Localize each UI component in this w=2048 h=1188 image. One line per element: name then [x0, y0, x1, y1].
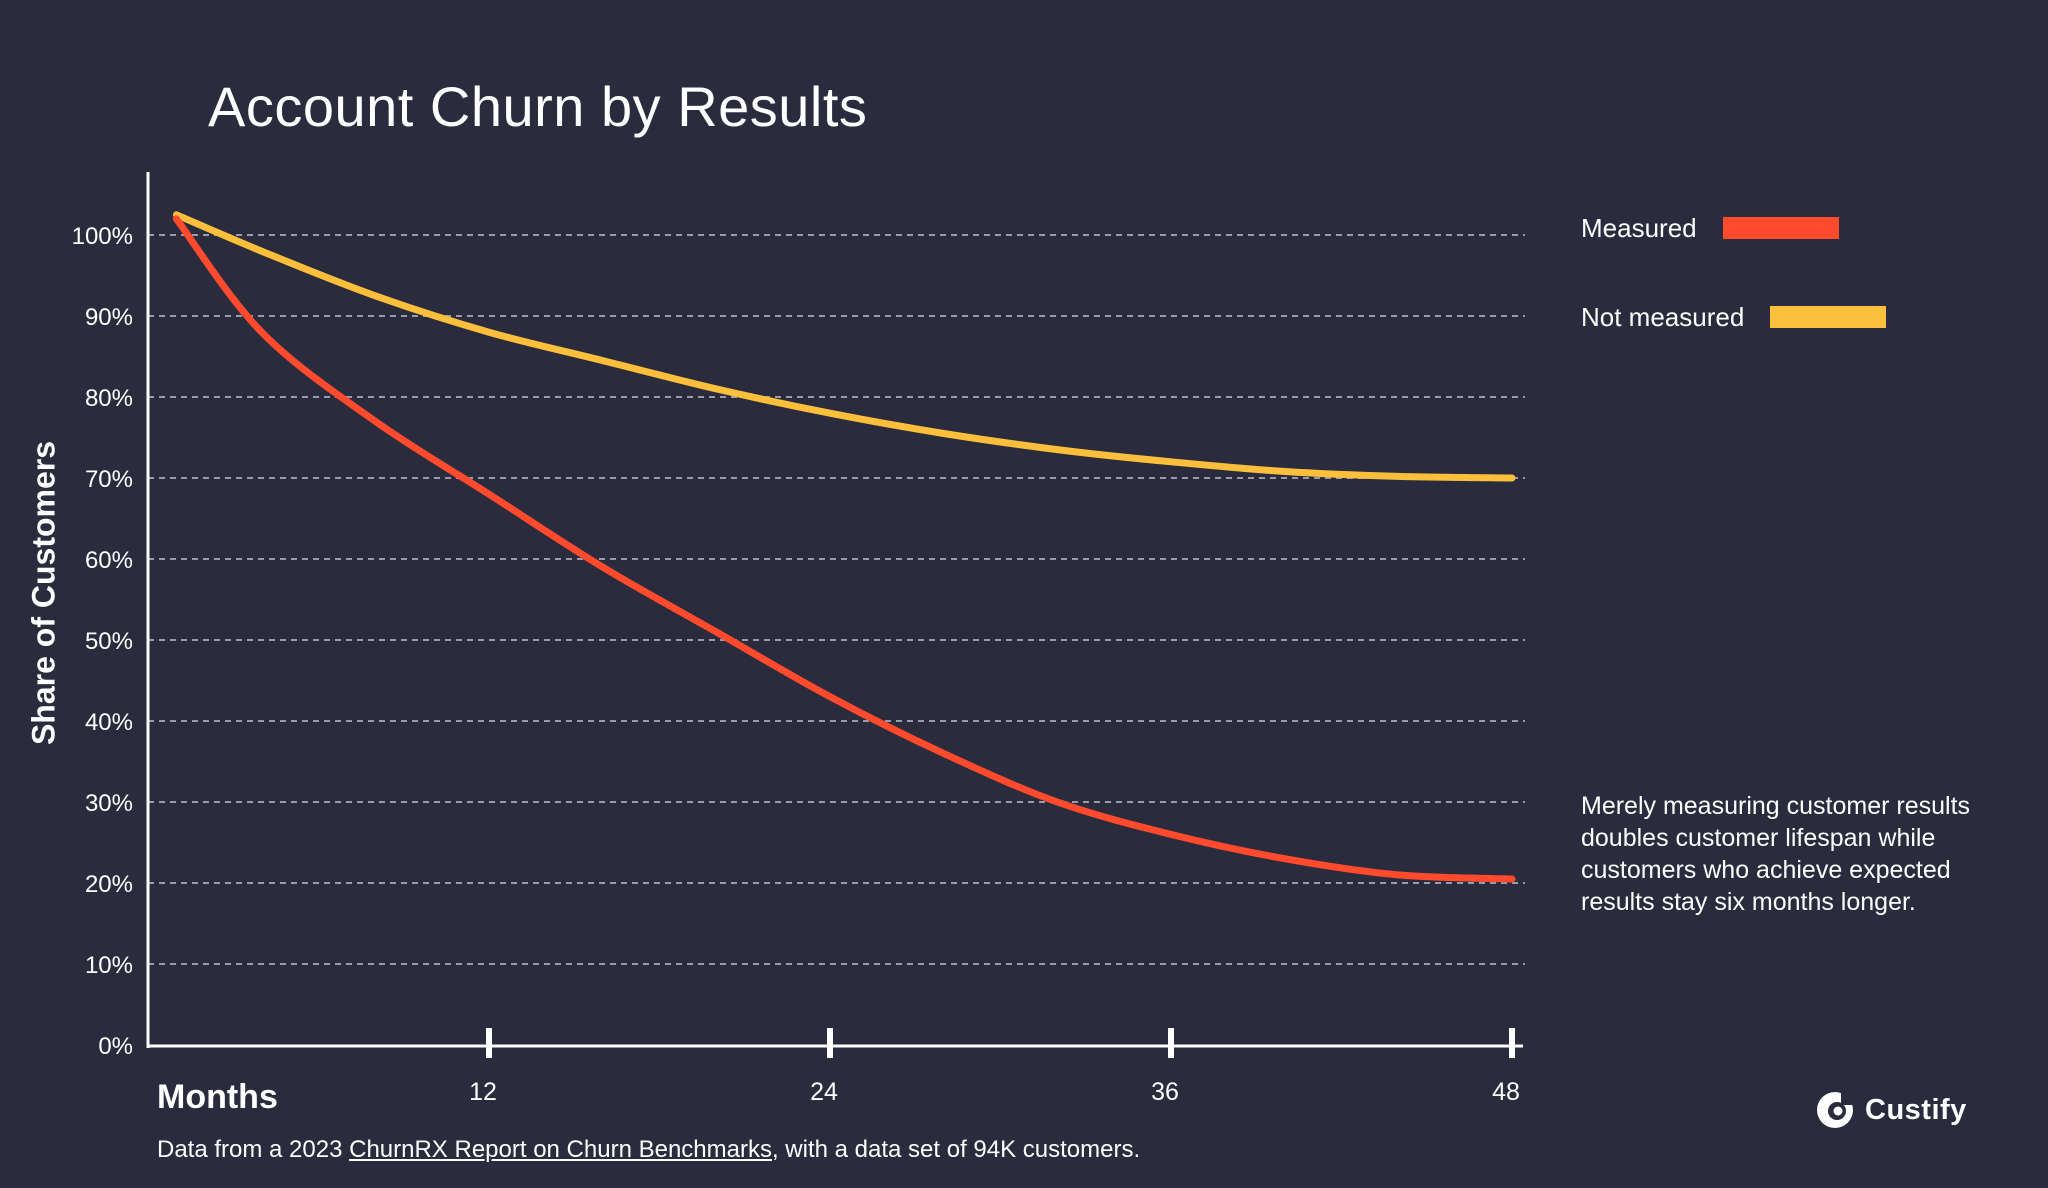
- x-tick-label: 36: [1151, 1078, 1179, 1106]
- x-tick-label: 12: [469, 1078, 497, 1106]
- legend-swatch-measured: [1722, 217, 1839, 239]
- legend-label: Not measured: [1581, 301, 1745, 332]
- y-tick-label: 20%: [85, 871, 133, 898]
- source-link[interactable]: ChurnRX Report on Churn Benchmarks: [349, 1136, 772, 1163]
- y-tick-label: 90%: [85, 304, 133, 331]
- y-tick-label: 70%: [85, 466, 133, 493]
- annotation-text: Merely measuring customer results double…: [1581, 792, 1971, 916]
- y-tick-label: 0%: [98, 1033, 133, 1060]
- x-axis-label: Months: [157, 1078, 278, 1116]
- chart-title: Account Churn by Results: [208, 75, 868, 138]
- y-tick-label: 60%: [85, 547, 133, 574]
- brand-name: Custify: [1865, 1093, 1967, 1126]
- y-tick-label: 80%: [85, 385, 133, 412]
- y-tick-label: 50%: [85, 628, 133, 655]
- x-axis: 12 24 36 48: [146, 172, 1523, 1106]
- series-line-not-measured: [172, 211, 1516, 482]
- y-tick-label: 30%: [85, 790, 133, 817]
- legend-swatch-not-measured: [1770, 306, 1887, 328]
- source-prefix: Data from a 2023: [157, 1136, 350, 1163]
- brand-logo: Custify: [1815, 1090, 1967, 1130]
- y-axis-ticks: 0% 10% 20% 30% 40% 50% 60% 70% 80% 90% 100%: [72, 223, 133, 1060]
- y-tick-label: 40%: [85, 709, 133, 736]
- y-tick-label: 100%: [72, 223, 133, 250]
- series-line-measured: [172, 215, 1516, 883]
- x-tick-label: 24: [810, 1078, 838, 1106]
- legend-item-measured: Measured: [1581, 208, 1886, 248]
- legend-item-not-measured: Not measured: [1581, 297, 1887, 337]
- x-tick-label: 48: [1492, 1078, 1520, 1106]
- legend: Measured Not measured: [1581, 208, 1887, 386]
- legend-label: Measured: [1581, 212, 1697, 243]
- source-suffix: , with a data set of 94K customers.: [771, 1136, 1141, 1163]
- y-tick-label: 10%: [85, 952, 133, 979]
- series-lines: [172, 211, 1516, 883]
- grid-lines: [148, 234, 1525, 965]
- custify-logo-icon: [1817, 1092, 1855, 1128]
- y-axis-label: Share of Customers: [25, 440, 62, 746]
- source-note: Data from a 2023 ChurnRX Report on Churn…: [157, 1136, 1140, 1164]
